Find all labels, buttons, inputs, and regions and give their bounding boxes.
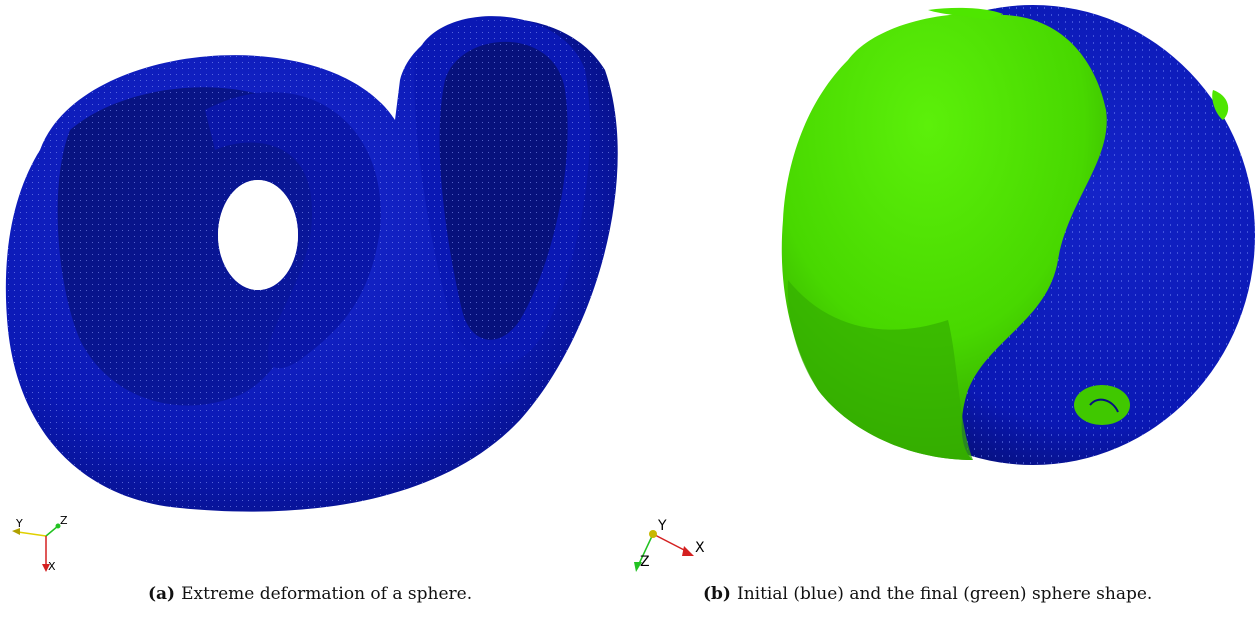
axis-triad-b: Y X Z <box>634 518 705 572</box>
final-shape-top <box>928 7 1003 20</box>
final-shape-edge <box>1212 90 1229 120</box>
x-arrowhead-icon <box>42 564 50 572</box>
final-shape-bump <box>1074 385 1130 425</box>
caption-text-a: Extreme deformation of a sphere. <box>181 584 473 604</box>
z-arrowhead-icon <box>634 562 642 572</box>
figure-panel-b: Y X Z (b) Initial (blue) and the final (g… <box>628 0 1257 618</box>
figure-panel-a: Y Z X (a) Extreme deformation of a sphere… <box>0 0 628 618</box>
axis-label-x: X <box>48 560 56 573</box>
caption-text-b: Initial (blue) and the final (green) sph… <box>736 584 1153 604</box>
loop-hole-mask <box>218 180 298 290</box>
axis-label-y: Y <box>657 518 667 534</box>
y-origin-icon <box>649 530 657 538</box>
axis-label-x: X <box>695 540 705 556</box>
x-arrowhead-icon <box>682 546 694 556</box>
caption-tag-b: (b) <box>703 584 731 604</box>
z-arrowhead-icon <box>55 523 61 529</box>
caption-b: (b) Initial (blue) and the final (green) … <box>703 584 1152 604</box>
bump-crease <box>1089 398 1119 413</box>
axis-triad-a: Y Z X <box>12 514 68 573</box>
axis-label-z: Z <box>640 554 650 570</box>
caption-a: (a) Extreme deformation of a sphere. <box>148 584 472 604</box>
y-arrowhead-icon <box>12 528 20 535</box>
axis-label-y: Y <box>15 517 23 530</box>
axis-label-z: Z <box>60 514 68 527</box>
caption-tag-a: (a) <box>148 584 176 604</box>
final-shape-shadow <box>787 280 973 460</box>
deformed-sphere-render: Y Z X <box>5 16 618 573</box>
sphere-comparison-render: Y X Z <box>634 5 1255 572</box>
mesh-texture <box>5 18 618 512</box>
